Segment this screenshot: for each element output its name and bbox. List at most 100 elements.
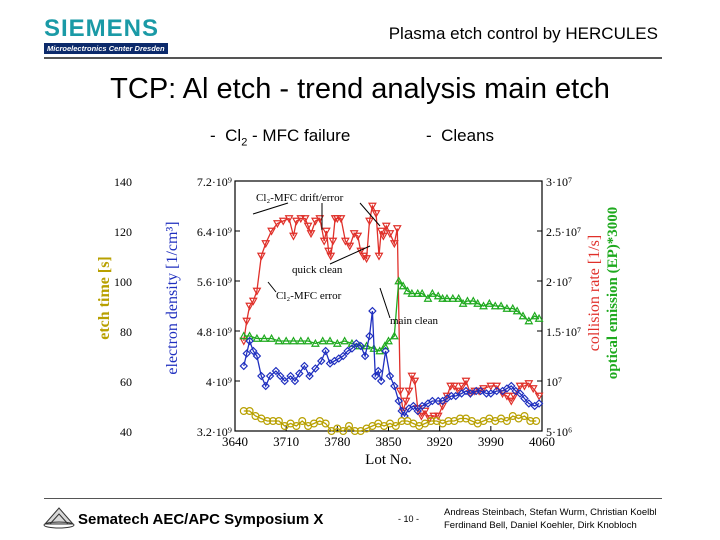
- series-marker: [385, 371, 395, 381]
- series-marker: [272, 220, 282, 229]
- series-marker: [444, 417, 453, 426]
- series-marker: [371, 371, 380, 381]
- series-marker: [389, 331, 399, 340]
- x-tick-label: 3920: [427, 434, 453, 449]
- y-right-inner-tick: 10⁷: [546, 375, 562, 389]
- annotation-quick-clean: quick clean: [292, 264, 343, 276]
- series-marker: [534, 399, 544, 408]
- series-marker: [340, 237, 350, 246]
- series-marker: [463, 296, 472, 305]
- series-marker: [492, 386, 501, 396]
- series-marker: [376, 376, 386, 386]
- series-marker: [526, 417, 535, 426]
- series-marker: [407, 372, 417, 381]
- series-marker: [242, 317, 252, 326]
- series-marker: [360, 351, 370, 361]
- series-marker: [403, 286, 412, 295]
- annotation-mfc-error: Cl₂-MFC error: [276, 290, 342, 302]
- bullet-cl2-mfc: - Cl2 - MFC failure: [210, 126, 350, 148]
- series-marker: [259, 333, 269, 342]
- series-marker: [518, 311, 528, 320]
- series-marker: [374, 252, 384, 261]
- series-marker: [248, 297, 258, 306]
- series-marker: [486, 389, 496, 398]
- series-line: [243, 310, 540, 418]
- series-marker: [417, 401, 427, 411]
- series-line: [243, 410, 537, 432]
- series-marker: [413, 406, 422, 416]
- series-marker: [484, 298, 494, 307]
- series-marker: [328, 237, 338, 246]
- y-right-inner-tick: 5·10⁶: [546, 425, 572, 439]
- series-marker: [376, 227, 386, 236]
- chart-annotations: Cl₂-MFC drift/error quick clean Cl₂-MFC er…: [252, 192, 438, 327]
- series-marker: [296, 336, 306, 345]
- series-marker: [410, 377, 420, 386]
- series-marker: [315, 215, 325, 224]
- series-marker: [473, 298, 483, 307]
- series-marker: [267, 227, 276, 236]
- series-marker: [300, 215, 310, 224]
- footer-conference: Sematech AEC/APC Symposium X: [78, 511, 324, 528]
- series-marker: [397, 406, 406, 416]
- series-marker: [476, 386, 485, 396]
- series-marker: [449, 382, 459, 391]
- series-marker: [448, 293, 458, 302]
- series-marker: [245, 302, 255, 311]
- series-marker: [347, 344, 357, 353]
- series-marker: [365, 217, 374, 226]
- series-marker: [385, 230, 395, 239]
- series-marker: [318, 336, 328, 345]
- header-divider: [44, 57, 662, 59]
- series-marker: [524, 399, 534, 408]
- series-marker: [326, 252, 336, 261]
- series-marker: [512, 306, 522, 315]
- sematech-logo-icon: [43, 507, 75, 529]
- series-marker: [265, 371, 275, 381]
- series-marker: [378, 232, 388, 241]
- y-left-outer-tick: 40: [120, 425, 132, 439]
- series-marker: [252, 351, 262, 361]
- series-marker: [381, 222, 391, 231]
- series-marker: [394, 396, 403, 406]
- series-marker: [502, 303, 512, 312]
- y-right-inner-tick: 2.5·10⁷: [546, 225, 581, 239]
- y-left-inner-tick: 6.4·10⁹: [197, 225, 232, 239]
- bullet-text-pre: Cl: [225, 126, 242, 145]
- y-right-inner-title: collision rate [1/s]: [586, 235, 603, 351]
- series-marker: [352, 339, 361, 348]
- series-marker: [300, 361, 309, 371]
- series-marker: [407, 288, 417, 297]
- series-marker: [281, 336, 291, 345]
- series-marker: [506, 397, 516, 406]
- annotation-arrow: [329, 245, 371, 265]
- series-marker: [296, 215, 306, 224]
- series-marker: [245, 331, 255, 340]
- series-marker: [398, 281, 408, 290]
- series-marker: [345, 242, 355, 251]
- annotation-arrow: [359, 202, 381, 227]
- series-marker: [389, 240, 399, 249]
- x-tick-label: 4060: [529, 434, 555, 449]
- series-marker: [306, 230, 316, 239]
- y-left-inner-tick: 5.6·10⁹: [197, 275, 232, 289]
- siemens-logo: SIEMENS Microelectronics Center Dresden: [44, 16, 168, 54]
- series-marker: [456, 414, 465, 423]
- y-left-inner-title: electron density [1/cm³]: [164, 221, 181, 374]
- x-axis-label: Lot No.: [365, 452, 412, 468]
- series-marker: [303, 336, 313, 345]
- series-marker: [524, 380, 534, 389]
- slide-title: TCP: Al etch - trend analysis main etch: [110, 73, 610, 105]
- series-marker: [390, 381, 399, 391]
- series-marker: [298, 417, 307, 426]
- logo-wordmark: SIEMENS: [44, 15, 160, 42]
- series-marker: [486, 382, 496, 391]
- y-right-inner-tick: 3·10⁷: [546, 175, 572, 189]
- series-marker: [362, 255, 371, 264]
- series-marker: [502, 392, 512, 401]
- series-marker: [261, 381, 270, 391]
- series-marker: [310, 338, 320, 347]
- series-marker: [532, 417, 541, 426]
- series-marker: [310, 217, 320, 226]
